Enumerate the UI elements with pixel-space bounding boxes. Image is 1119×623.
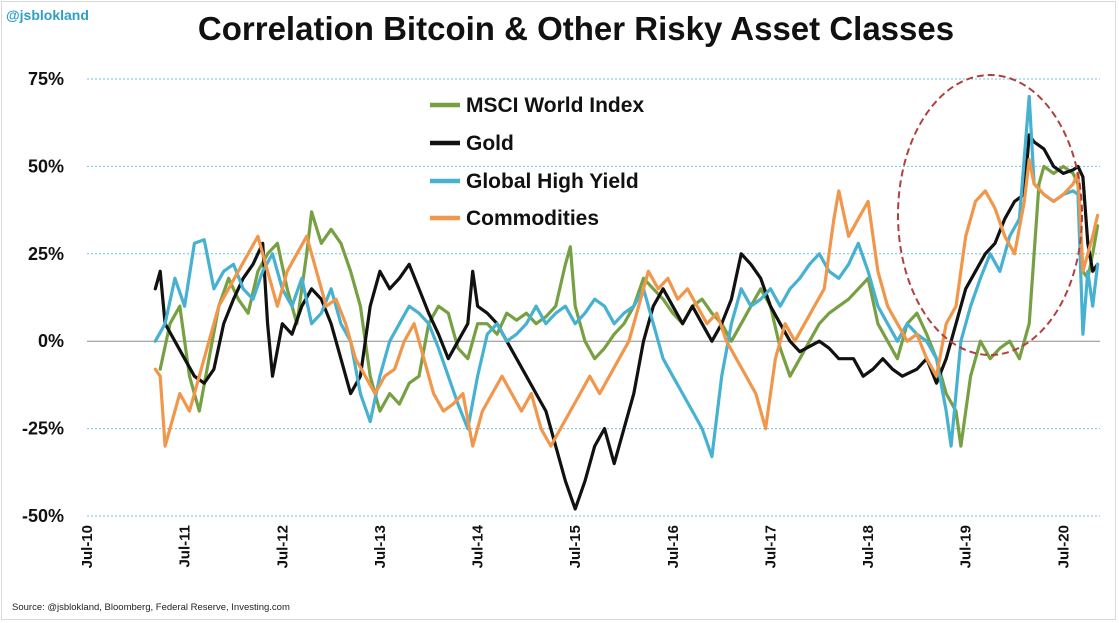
x-tick-label: Jul-10 <box>79 525 96 568</box>
x-tick-label: Jul-19 <box>958 525 975 568</box>
x-tick-label: Jul-17 <box>762 525 779 568</box>
source-note: Source: @jsblokland, Bloomberg, Federal … <box>12 602 290 613</box>
legend: MSCI World Index Gold Global High Yield Com… <box>430 94 644 230</box>
chart-title: Correlation Bitcoin & Other Risky Asset … <box>197 10 955 47</box>
x-axis: Jul-10 Jul-11 Jul-12 Jul-13 Jul-14 Jul-15 Jul-… <box>79 524 1072 568</box>
y-axis: 75% 50% 25% 0% -25% -50% <box>22 69 64 526</box>
legend-label: Global High Yield <box>466 170 639 193</box>
author-handle: @jsblokland <box>6 7 89 23</box>
legend-label: Commodities <box>466 207 599 230</box>
highlight-ellipse <box>897 74 1083 356</box>
series-line-global-high-yield <box>153 94 1100 459</box>
highlight-ellipse-shape <box>897 74 1083 356</box>
series-line-commodities <box>153 157 1100 448</box>
x-tick-label: Jul-14 <box>470 524 487 568</box>
y-tick-label: -25% <box>22 419 64 439</box>
x-tick-label: Jul-13 <box>372 525 389 568</box>
legend-label: Gold <box>466 132 514 155</box>
y-tick-label: 75% <box>28 69 64 89</box>
legend-label: MSCI World Index <box>466 94 644 117</box>
series-lines <box>153 94 1100 511</box>
x-tick-label: Jul-11 <box>177 525 194 568</box>
y-tick-label: 0% <box>38 331 64 351</box>
x-tick-label: Jul-15 <box>567 525 584 568</box>
y-tick-label: -50% <box>22 506 64 526</box>
x-tick-label: Jul-20 <box>1055 525 1072 568</box>
x-tick-label: Jul-12 <box>274 525 291 568</box>
y-tick-label: 50% <box>28 156 64 176</box>
series-line-gold <box>153 133 1100 511</box>
y-tick-label: 25% <box>28 244 64 264</box>
x-tick-label: Jul-16 <box>665 525 682 568</box>
x-tick-label: Jul-18 <box>860 525 877 568</box>
series-line-msci-world-index <box>158 164 1100 448</box>
